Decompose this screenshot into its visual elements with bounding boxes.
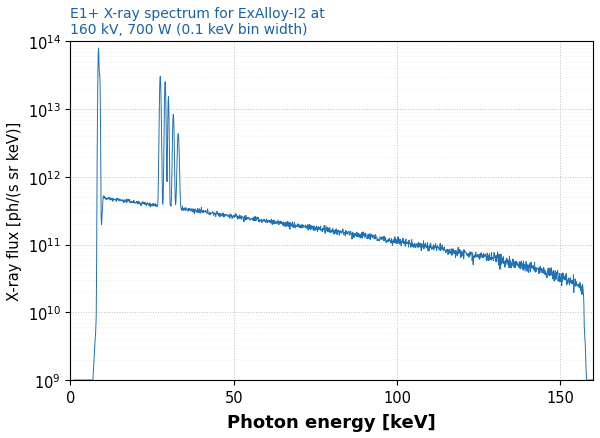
Text: E1+ X-ray spectrum for ExAlloy-I2 at
160 kV, 700 W (0.1 keV bin width): E1+ X-ray spectrum for ExAlloy-I2 at 160… bbox=[70, 7, 325, 37]
X-axis label: Photon energy [keV]: Photon energy [keV] bbox=[227, 413, 436, 431]
Y-axis label: X-ray flux [ph/(s sr keV)]: X-ray flux [ph/(s sr keV)] bbox=[7, 122, 22, 300]
